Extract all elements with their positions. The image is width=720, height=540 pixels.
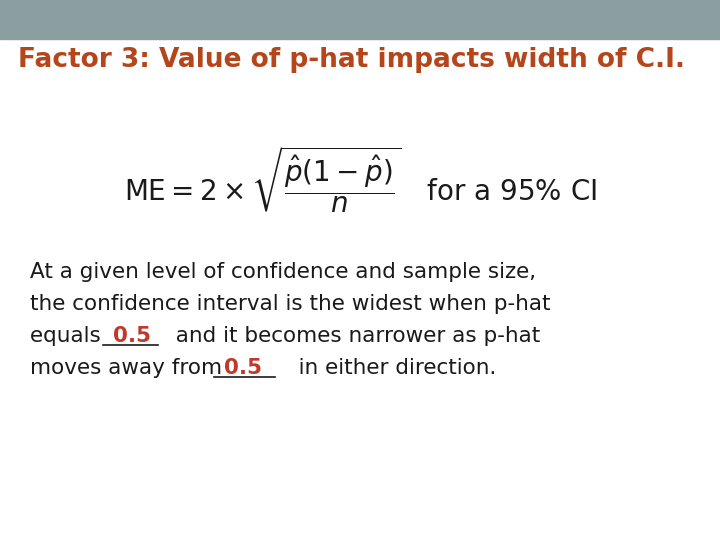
Text: and it becomes narrower as p-hat: and it becomes narrower as p-hat bbox=[162, 326, 540, 346]
Text: 0.5: 0.5 bbox=[224, 358, 262, 378]
Text: 0.5: 0.5 bbox=[113, 326, 151, 346]
Text: the confidence interval is the widest when p-hat: the confidence interval is the widest wh… bbox=[30, 294, 551, 314]
Text: $\mathrm{ME} = 2 \times \sqrt{\dfrac{\hat{p}(1-\hat{p})}{n}}$$\quad \text{for a : $\mathrm{ME} = 2 \times \sqrt{\dfrac{\ha… bbox=[124, 145, 596, 215]
Text: Factor 3: Value of p-hat impacts width of C.I.: Factor 3: Value of p-hat impacts width o… bbox=[18, 47, 685, 73]
Text: At a given level of confidence and sample size,: At a given level of confidence and sampl… bbox=[30, 262, 536, 282]
Text: equals: equals bbox=[30, 326, 107, 346]
Text: in either direction.: in either direction. bbox=[278, 358, 496, 378]
Text: moves away from: moves away from bbox=[30, 358, 229, 378]
Bar bbox=[0, 0, 720, 39]
